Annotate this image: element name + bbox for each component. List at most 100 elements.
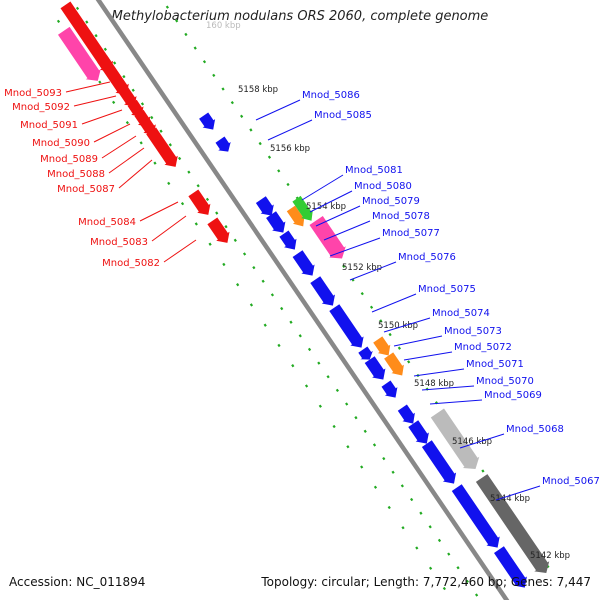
kbp-tick-label: 5156 kbp xyxy=(270,144,310,154)
gene-feature xyxy=(381,380,398,398)
gene-feature xyxy=(255,196,274,216)
label-leader-line xyxy=(108,147,145,174)
label-leader-line xyxy=(315,205,361,227)
tick-dot-line xyxy=(75,6,482,600)
gene-label: Mnod_5081 xyxy=(345,165,403,176)
kbp-tick-label-faded: 160 kbp xyxy=(206,21,241,31)
gene-feature xyxy=(199,112,216,130)
label-leader-line xyxy=(413,368,465,377)
gene-label: Mnod_5086 xyxy=(302,90,360,101)
topology-text: Topology: circular; Length: 7,772,460 bp… xyxy=(261,575,591,589)
label-leader-line xyxy=(267,119,313,141)
gene-label: Mnod_5093 xyxy=(4,88,62,99)
label-leader-line xyxy=(65,81,111,93)
gene-labels: Mnod_5093 Mnod_5092 Mnod_5091 Mnod_5090 Mnod… xyxy=(4,88,600,487)
gene-label: Mnod_5089 xyxy=(40,154,98,165)
gene-label: Mnod_5084 xyxy=(78,217,136,228)
kbp-tick-label: 5144 kbp xyxy=(490,494,530,504)
gene-label: Mnod_5082 xyxy=(102,258,160,269)
label-leader-line xyxy=(301,174,344,201)
label-leader-line xyxy=(329,237,381,257)
gene-feature xyxy=(60,1,114,72)
gene-features xyxy=(58,1,550,588)
label-leader-line xyxy=(139,201,179,222)
label-leader-line xyxy=(309,190,353,213)
label-leader-line xyxy=(163,239,197,263)
kbp-tick-label: 5150 kbp xyxy=(378,321,418,331)
gene-feature xyxy=(475,474,550,573)
label-leader-line xyxy=(495,485,541,501)
gene-feature xyxy=(358,346,373,360)
label-leader-line xyxy=(73,95,117,107)
gene-feature xyxy=(292,195,313,221)
gene-label: Mnod_5076 xyxy=(398,252,456,263)
gene-label: Mnod_5068 xyxy=(506,424,564,435)
label-leader-line xyxy=(323,220,371,241)
label-leader-line xyxy=(429,399,483,405)
gene-label: Mnod_5075 xyxy=(418,284,476,295)
gene-feature xyxy=(408,420,429,444)
label-leader-line xyxy=(403,351,453,361)
kbp-tick-label: 5146 kbp xyxy=(452,437,492,447)
gene-feature xyxy=(215,136,231,152)
gene-label: Mnod_5088 xyxy=(47,169,105,180)
gene-feature xyxy=(494,546,527,588)
label-leader-line xyxy=(371,293,417,313)
label-leader-line xyxy=(459,433,505,449)
kbp-tick-label: 5152 kbp xyxy=(342,263,382,273)
gene-feature xyxy=(421,440,457,484)
label-leader-line xyxy=(81,109,123,125)
gene-feature xyxy=(58,26,101,81)
map-title: Methylobacterium nodulans ORS 2060, comp… xyxy=(111,9,489,24)
gene-feature xyxy=(286,205,305,227)
gene-feature xyxy=(451,484,500,548)
gene-feature xyxy=(116,83,137,107)
tick-dot-line xyxy=(56,19,454,600)
gene-feature xyxy=(292,250,315,276)
genome-backbone-line xyxy=(95,0,510,600)
gene-label: Mnod_5073 xyxy=(444,326,502,337)
gene-label: Mnod_5090 xyxy=(32,138,90,149)
label-leader-line xyxy=(393,335,443,347)
label-leader-line xyxy=(118,159,153,189)
label-leader-line xyxy=(93,123,131,143)
gene-feature xyxy=(384,352,404,376)
gene-label: Mnod_5079 xyxy=(362,196,420,207)
gene-feature xyxy=(309,216,346,259)
gene-label: Mnod_5083 xyxy=(90,237,148,248)
gene-label: Mnod_5092 xyxy=(12,102,70,113)
genome-backbone xyxy=(95,0,510,600)
gene-label: Mnod_5069 xyxy=(484,390,542,401)
label-leader-line xyxy=(151,215,187,242)
label-leader-line xyxy=(255,99,301,121)
gene-feature xyxy=(310,276,335,306)
gene-feature xyxy=(397,404,415,424)
gene-label: Mnod_5080 xyxy=(354,181,412,192)
label-leader-line xyxy=(349,261,397,281)
label-leaders xyxy=(65,81,541,501)
gene-feature xyxy=(279,230,297,250)
gene-feature xyxy=(97,55,129,95)
gene-label: Mnod_5072 xyxy=(454,342,512,353)
gene-feature xyxy=(188,189,211,215)
gene-feature xyxy=(207,217,230,243)
gene-feature xyxy=(146,127,178,167)
gene-feature xyxy=(430,408,480,469)
label-leader-line xyxy=(421,385,475,391)
accession-text: Accession: NC_011894 xyxy=(9,575,146,589)
gene-label: Mnod_5085 xyxy=(314,110,372,121)
gene-feature xyxy=(266,211,286,233)
kbp-tick-label: 5142 kbp xyxy=(530,551,570,561)
kbp-tick-label: 5158 kbp xyxy=(238,85,278,95)
gene-label: Mnod_5074 xyxy=(432,308,490,319)
tick-dot-guides xyxy=(56,0,555,600)
label-leader-line xyxy=(101,135,137,159)
gene-label: Mnod_5071 xyxy=(466,359,524,370)
kbp-tick-label: 5154 kbp xyxy=(306,202,346,212)
gene-feature xyxy=(329,304,364,348)
gene-feature xyxy=(364,356,386,380)
gene-label: Mnod_5087 xyxy=(57,184,115,195)
gene-label: Mnod_5077 xyxy=(382,228,440,239)
gene-label: Mnod_5070 xyxy=(476,376,534,387)
